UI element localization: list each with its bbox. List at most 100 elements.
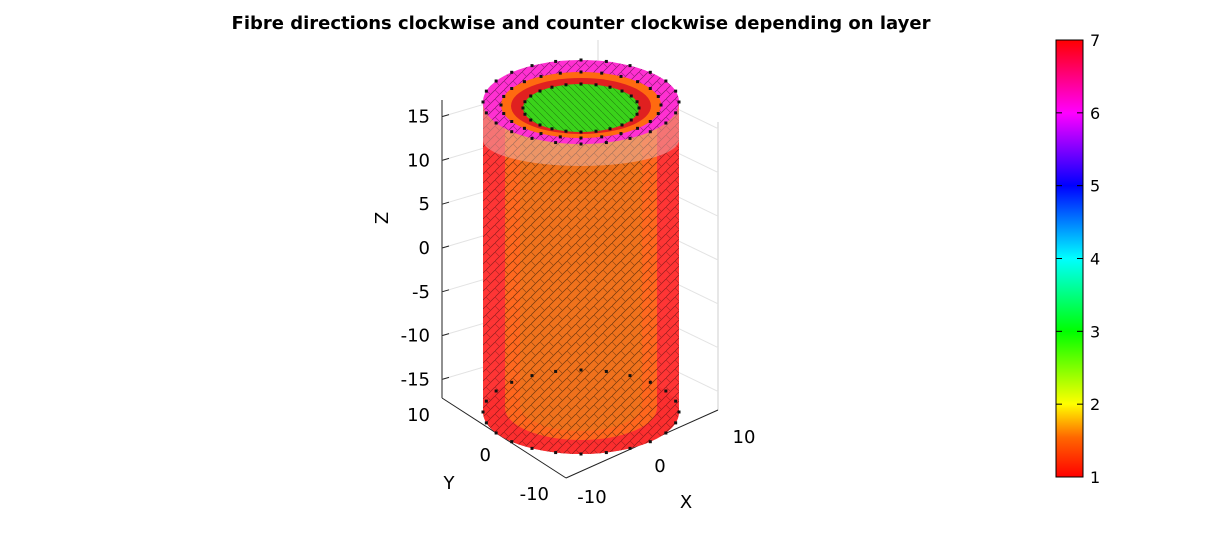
rim-node bbox=[494, 121, 498, 125]
rim-node bbox=[604, 369, 608, 373]
rim-node bbox=[579, 58, 583, 62]
rim-node bbox=[484, 399, 488, 403]
rim-node bbox=[674, 421, 678, 425]
rim-node bbox=[539, 74, 543, 78]
rim-node bbox=[522, 80, 526, 84]
rim-node bbox=[530, 374, 534, 378]
rim-node bbox=[664, 121, 668, 125]
rim-node bbox=[558, 71, 562, 75]
rim-node bbox=[656, 112, 660, 116]
rim-node bbox=[620, 123, 624, 127]
rim-node bbox=[521, 106, 525, 110]
rim-node bbox=[510, 87, 514, 90]
rim-node bbox=[564, 129, 568, 133]
rim-node bbox=[659, 103, 663, 107]
rim-node bbox=[579, 70, 583, 74]
rim-node bbox=[554, 451, 558, 455]
rim-node bbox=[664, 389, 668, 393]
rim-node bbox=[502, 94, 506, 98]
z-tick-label: 10 bbox=[407, 150, 430, 171]
rim-node bbox=[579, 452, 583, 456]
rim-node bbox=[481, 410, 485, 414]
colorbar-tick-label: 1 bbox=[1090, 468, 1100, 487]
rim-node bbox=[674, 111, 678, 115]
rim-node bbox=[550, 127, 554, 131]
rim-node bbox=[635, 112, 639, 116]
chart-title: Fibre directions clockwise and counter c… bbox=[232, 13, 931, 34]
rim-node bbox=[538, 123, 542, 127]
z-tick-label: -10 bbox=[401, 326, 430, 347]
rim-node bbox=[656, 94, 660, 98]
rim-node bbox=[608, 85, 612, 89]
rim-node bbox=[619, 132, 623, 136]
rim-node bbox=[648, 440, 652, 444]
z-axis-label: Z bbox=[372, 212, 393, 224]
rim-node bbox=[494, 389, 498, 393]
rim-node bbox=[604, 451, 608, 455]
rim-node bbox=[648, 120, 652, 123]
rim-node bbox=[530, 136, 534, 140]
rim-node bbox=[558, 135, 562, 139]
rim-node bbox=[554, 141, 558, 145]
rim-node bbox=[554, 59, 558, 63]
rim-node bbox=[636, 80, 640, 84]
z-tick-mark bbox=[441, 201, 450, 205]
rim-node bbox=[523, 112, 527, 116]
z-tick-label: -5 bbox=[412, 282, 430, 303]
rim-node bbox=[608, 127, 612, 131]
rim-node bbox=[664, 431, 668, 435]
rim-node bbox=[579, 130, 583, 134]
rim-node bbox=[628, 374, 632, 378]
rim-node bbox=[502, 112, 506, 116]
rim-node bbox=[637, 106, 641, 110]
z-tick-label: -15 bbox=[401, 369, 430, 390]
z-tick-mark bbox=[441, 333, 450, 337]
rim-node bbox=[499, 103, 503, 107]
middle-wall-hatch bbox=[505, 110, 657, 440]
rim-node bbox=[628, 136, 632, 140]
rim-node bbox=[550, 85, 554, 89]
rim-node bbox=[529, 118, 533, 122]
rim-node bbox=[529, 94, 533, 98]
rim-node bbox=[604, 59, 608, 63]
rim-node bbox=[564, 83, 568, 87]
rim-node bbox=[484, 89, 488, 93]
rim-node bbox=[510, 130, 514, 134]
rim-node bbox=[484, 111, 488, 115]
colorbar-tick-label: 2 bbox=[1090, 395, 1100, 414]
rim-node bbox=[579, 82, 583, 86]
rim-node bbox=[510, 120, 514, 123]
top-core-hatch bbox=[523, 84, 639, 132]
rim-node bbox=[674, 399, 678, 403]
rim-node bbox=[677, 410, 681, 414]
y-axis-label: Y bbox=[443, 473, 456, 494]
colorbar-tick-label: 4 bbox=[1090, 250, 1100, 269]
colorbar-tick-label: 6 bbox=[1090, 104, 1100, 123]
rim-node bbox=[554, 369, 558, 373]
y-tick-label: 10 bbox=[407, 405, 430, 426]
z-tick-mark bbox=[441, 376, 450, 380]
z-tick-label: 0 bbox=[419, 238, 430, 259]
rim-node bbox=[648, 87, 652, 90]
rim-node bbox=[523, 100, 527, 104]
rim-node bbox=[510, 70, 514, 74]
y-tick-label: -10 bbox=[520, 484, 549, 505]
rim-node bbox=[664, 79, 668, 83]
rim-node bbox=[604, 141, 608, 145]
rim-node bbox=[530, 64, 534, 68]
rim-node bbox=[620, 89, 624, 93]
rim-node bbox=[579, 136, 583, 140]
rim-node bbox=[600, 135, 604, 139]
rim-node bbox=[494, 431, 498, 435]
rim-node bbox=[629, 94, 633, 98]
rim-node bbox=[648, 70, 652, 74]
colorbar: 1 2 3 4 5 6 7 bbox=[1055, 31, 1100, 487]
colorbar-tick-label: 7 bbox=[1090, 31, 1100, 50]
rim-node bbox=[674, 89, 678, 93]
colorbar-tick-label: 3 bbox=[1090, 322, 1100, 341]
rim-node bbox=[522, 126, 526, 130]
rim-node bbox=[481, 100, 485, 104]
x-tick-label: -10 bbox=[577, 487, 606, 508]
z-tick-label: 5 bbox=[419, 194, 430, 215]
